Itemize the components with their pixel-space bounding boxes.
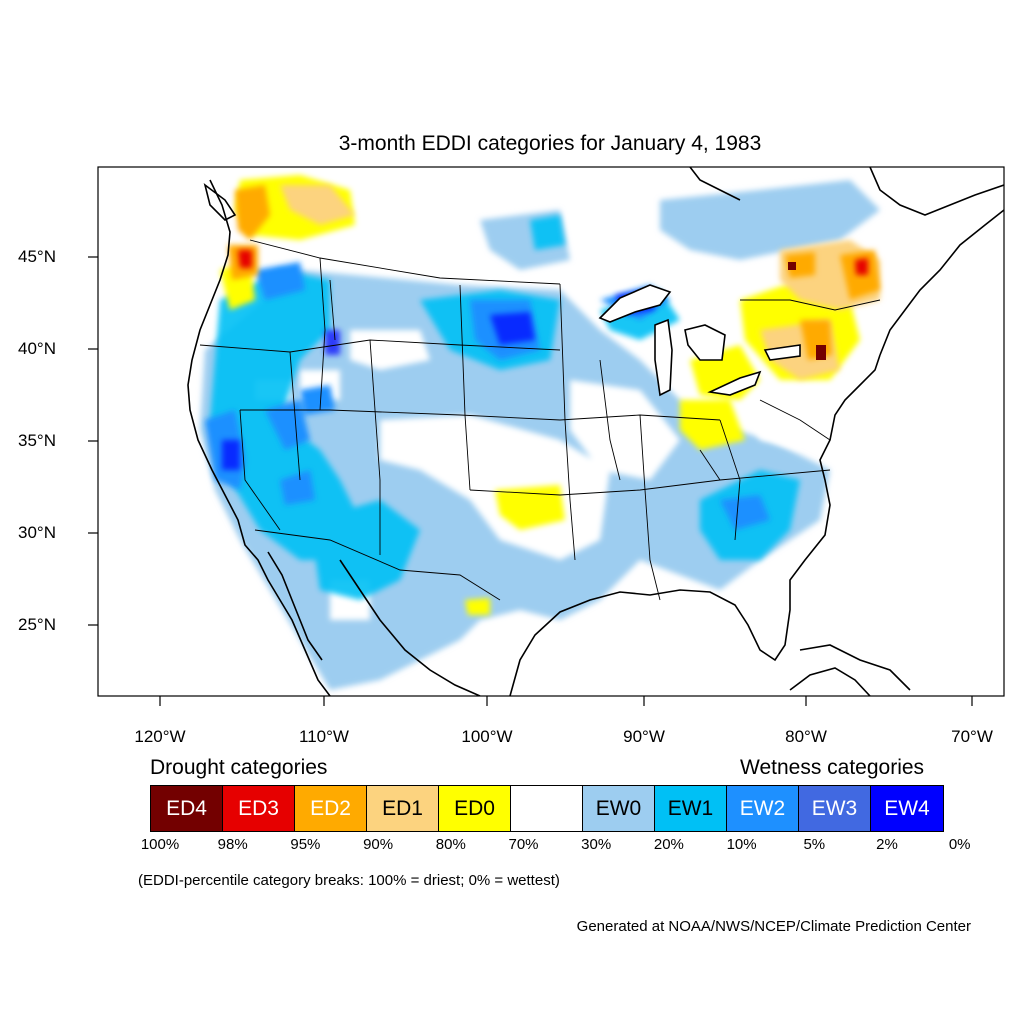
percent-break-label: 90% (363, 836, 394, 853)
lon-label-70: 70°W (951, 727, 993, 746)
percent-break-label: 10% (726, 836, 757, 853)
percent-break-label: 0% (948, 836, 971, 853)
legend-box-ed1: ED1 (367, 786, 439, 831)
lat-ticks (88, 256, 98, 626)
credit-line: Generated at NOAA/NWS/NCEP/Climate Predi… (576, 918, 971, 935)
legend-box-ed2: ED2 (295, 786, 367, 831)
lat-label-35: 35°N (18, 431, 56, 450)
percent-break-label: 100% (140, 836, 180, 853)
legend-box-ew3: EW3 (799, 786, 871, 831)
state-borders (199, 239, 881, 601)
legend-box-ew1: EW1 (655, 786, 727, 831)
percent-break-label: 80% (435, 836, 466, 853)
lon-label-90: 90°W (623, 727, 665, 746)
lat-label-25: 25°N (18, 615, 56, 634)
percent-break-label: 30% (581, 836, 612, 853)
coastlines (187, 167, 1004, 696)
lat-label-45: 45°N (18, 247, 56, 266)
category-legend: ED4 ED3 ED2 ED1 ED0 EW0 EW1 EW2 EW3 EW4 (150, 785, 944, 832)
legend-box-ew4: EW4 (871, 786, 943, 831)
map-frame (97, 166, 1005, 697)
percent-break-label: 5% (803, 836, 826, 853)
map-title: 3-month EDDI categories for January 4, 1… (338, 132, 762, 155)
lon-label-80: 80°W (785, 727, 827, 746)
wetness-heading: Wetness categories (740, 756, 925, 779)
percent-break-label: 2% (876, 836, 898, 853)
lat-label-40: 40°N (18, 339, 56, 358)
drought-heading: Drought categories (150, 756, 328, 779)
legend-box-normal (511, 786, 583, 831)
percent-break-label: 70% (508, 836, 539, 853)
legend-box-ew2: EW2 (727, 786, 799, 831)
percent-break-label: 95% (290, 836, 321, 853)
legend-box-ed0: ED0 (439, 786, 511, 831)
legend-box-ew0: EW0 (583, 786, 655, 831)
lat-label-30: 30°N (18, 523, 56, 542)
lon-label-110: 110°W (299, 727, 349, 746)
category-shading (200, 175, 880, 690)
category-note: (EDDI-percentile category breaks: 100% =… (138, 872, 560, 889)
lon-ticks (159, 696, 973, 706)
lon-label-120: 120°W (134, 727, 186, 746)
percent-break-label: 20% (653, 836, 684, 853)
lon-label-100: 100°W (461, 727, 513, 746)
great-lakes (598, 284, 801, 397)
legend-box-ed4: ED4 (151, 786, 223, 831)
percent-break-label: 98% (217, 836, 248, 853)
legend-box-ed3: ED3 (223, 786, 295, 831)
